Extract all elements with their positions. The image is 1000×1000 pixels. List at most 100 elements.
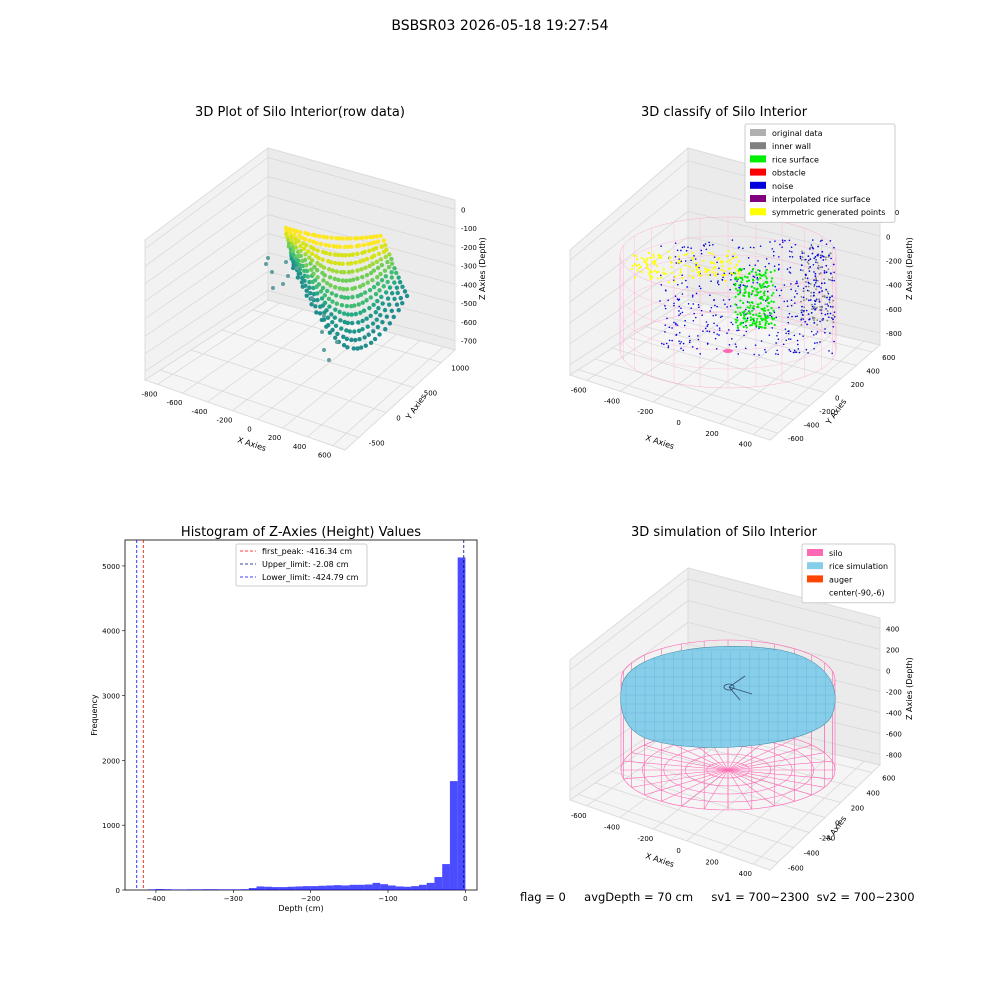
inner-wall-point	[829, 312, 832, 315]
data-point	[378, 271, 383, 277]
data-point	[302, 237, 308, 242]
rice-surface-point	[770, 322, 773, 325]
data-point	[385, 296, 391, 301]
noise-point	[786, 300, 789, 302]
symmetric-point	[691, 256, 694, 259]
noise-point	[819, 320, 821, 323]
data-point	[352, 285, 358, 291]
data-point	[368, 295, 374, 300]
data-point	[351, 346, 356, 351]
noise-point	[668, 326, 671, 329]
noise-point	[671, 327, 673, 329]
pane-grid	[144, 157, 456, 446]
rice-surface-point	[750, 292, 754, 295]
data-point	[296, 238, 301, 244]
noise-point	[729, 288, 731, 291]
noise-point	[678, 298, 681, 301]
symmetric-point	[643, 260, 646, 263]
hist-bar	[302, 886, 311, 890]
rice-surface-point	[759, 290, 762, 293]
noise-point	[815, 261, 817, 264]
data-point	[374, 259, 380, 264]
rice-surface-point	[755, 273, 758, 277]
rice-surface-point	[742, 301, 745, 305]
inner-wall-point	[805, 298, 808, 300]
noise-point	[668, 339, 671, 342]
noise-point	[716, 261, 718, 264]
inner-wall-point	[799, 269, 802, 271]
data-point	[371, 268, 377, 273]
symmetric-point	[647, 251, 651, 255]
noise-point	[717, 280, 719, 282]
noise-point	[736, 280, 738, 282]
data-point	[372, 253, 377, 258]
z-tick-label: -600	[461, 319, 477, 327]
x-tick-label: 200	[705, 430, 718, 438]
axes-3d-sim: -600-400-2000200400-600-400-200020040060…	[571, 626, 902, 879]
data-point	[329, 235, 334, 241]
symmetric-point	[657, 253, 660, 256]
data-point	[382, 243, 388, 248]
noise-point	[716, 333, 719, 335]
data-point	[378, 257, 384, 262]
noise-point	[696, 347, 698, 350]
panel-raw-data: 3D Plot of Silo Interior(row data) -800-…	[142, 105, 487, 460]
noise-point	[718, 267, 720, 269]
symmetric-point	[697, 272, 701, 275]
data-point	[297, 271, 303, 276]
symmetric-point	[650, 270, 653, 274]
data-point	[322, 273, 327, 278]
symmetric-point	[714, 274, 717, 277]
inner-wall-point	[827, 268, 830, 271]
data-point	[334, 269, 339, 274]
noise-point	[775, 316, 778, 319]
data-point	[389, 256, 394, 262]
inner-wall-point	[812, 291, 815, 294]
symmetric-point	[700, 274, 703, 277]
symmetric-point	[673, 280, 676, 283]
data-point	[316, 255, 321, 261]
data-point	[384, 247, 389, 253]
inner-wall-point	[807, 255, 810, 258]
z-tick-label: -200	[886, 689, 902, 697]
noise-point	[794, 290, 797, 292]
noise-point	[680, 307, 682, 309]
rice-surface-point	[750, 301, 754, 304]
inner-wall-point	[815, 299, 818, 302]
rice-surface-point	[750, 270, 753, 273]
data-point	[378, 312, 383, 318]
noise-point	[659, 300, 661, 302]
noise-point	[681, 293, 684, 295]
symmetric-point	[732, 256, 735, 260]
rice-surface-point	[767, 309, 770, 312]
auger	[723, 675, 753, 701]
data-point	[383, 274, 389, 279]
data-point	[340, 278, 345, 283]
data-point	[332, 276, 337, 282]
rice-surface-point	[748, 272, 751, 275]
data-point	[355, 276, 360, 281]
inner-wall-point	[800, 311, 803, 314]
data-point	[271, 286, 275, 290]
noise-point	[664, 307, 667, 310]
noise-point	[778, 306, 780, 309]
data-point	[318, 241, 324, 247]
data-point	[312, 278, 318, 283]
inner-wall-point	[800, 258, 803, 261]
data-point	[308, 290, 313, 296]
rice-surface-point	[757, 306, 760, 309]
rice-surface-point	[749, 318, 752, 322]
noise-point	[690, 259, 692, 262]
rice-surface-point	[756, 287, 759, 291]
hist-x-label: Depth (cm)	[278, 904, 323, 913]
symmetric-point	[704, 267, 707, 270]
rice-surface-point	[764, 319, 767, 322]
y-tick-label: 400	[866, 367, 879, 375]
rice-surface-point	[733, 272, 737, 275]
noise-point	[692, 319, 695, 322]
hist-vlines	[136, 540, 465, 890]
noise-point	[681, 246, 684, 249]
noise-point	[680, 347, 682, 350]
data-point	[322, 293, 328, 298]
data-point	[370, 261, 375, 267]
